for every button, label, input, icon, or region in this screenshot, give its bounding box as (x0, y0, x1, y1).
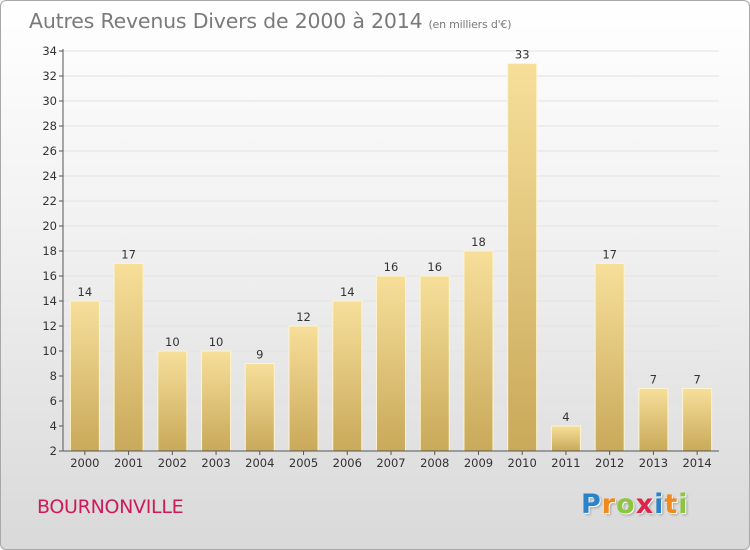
data-label: 33 (515, 48, 530, 62)
logo-letter: t (664, 489, 679, 520)
x-tick-label: 2007 (376, 456, 405, 470)
logo-letter: i (678, 489, 689, 520)
data-label: 14 (78, 285, 93, 299)
x-tick-label: 2009 (464, 456, 493, 470)
y-tick-label: 32 (42, 69, 57, 83)
bar (376, 275, 406, 452)
y-tick-label: 14 (42, 294, 57, 308)
bar (157, 350, 188, 452)
data-label: 14 (340, 285, 355, 299)
bar (638, 388, 669, 452)
bar (682, 388, 713, 452)
logo-letter: i (654, 489, 665, 520)
data-label: 12 (296, 310, 311, 324)
bar (594, 263, 625, 452)
x-tick-label: 2000 (70, 456, 99, 470)
data-label: 17 (121, 248, 136, 262)
logo-letter: P (581, 489, 602, 520)
proxiti-logo: Proxiti (581, 489, 689, 520)
bar (244, 363, 275, 452)
x-tick-label: 2004 (245, 456, 274, 470)
x-tick-label: 2003 (201, 456, 230, 470)
unit-subtitle: (en milliers d'€) (428, 18, 512, 31)
data-label: 10 (165, 335, 180, 349)
y-tick-label: 2 (50, 444, 57, 458)
y-tick-label: 10 (42, 344, 57, 358)
x-tick-label: 2001 (114, 456, 143, 470)
data-label: 4 (562, 410, 569, 424)
y-tick-label: 30 (42, 94, 57, 108)
bar (288, 325, 319, 452)
y-tick-label: 24 (42, 169, 57, 183)
bar (201, 350, 232, 452)
x-tick-label: 2013 (639, 456, 668, 470)
logo-letter: o (616, 489, 636, 520)
bars (69, 63, 713, 452)
x-tick-label: 2010 (508, 456, 537, 470)
logo-letter: r (601, 489, 617, 520)
bar (419, 275, 450, 452)
x-tick-label: 2006 (333, 456, 362, 470)
logo-letter: x (635, 489, 655, 520)
data-label: 7 (650, 373, 657, 387)
bar (69, 300, 100, 452)
bar (463, 250, 494, 452)
data-label: 9 (256, 348, 263, 362)
y-tick-label: 6 (50, 394, 57, 408)
chart-title: Autres Revenus Divers de 2000 à 2014 (en … (29, 9, 512, 33)
y-tick-label: 26 (42, 144, 57, 158)
x-tick-label: 2012 (595, 456, 624, 470)
town-name: BOURNONVILLE (37, 496, 184, 518)
y-tick-label: 16 (42, 269, 57, 283)
y-tick-label: 12 (42, 319, 57, 333)
y-tick-label: 34 (42, 44, 57, 58)
x-tick-label: 2011 (551, 456, 580, 470)
axes (59, 49, 719, 455)
bar (507, 63, 538, 452)
y-tick-label: 18 (42, 244, 57, 258)
labels: 2468101214161820222426283032341420001720… (42, 44, 711, 470)
data-label: 10 (209, 335, 224, 349)
x-tick-label: 2008 (420, 456, 449, 470)
data-label: 18 (471, 235, 486, 249)
data-label: 16 (427, 260, 442, 274)
data-label: 16 (384, 260, 399, 274)
title-text: Autres Revenus Divers de 2000 à 2014 (29, 9, 423, 33)
bar (332, 300, 363, 452)
x-tick-label: 2014 (682, 456, 711, 470)
y-tick-label: 8 (50, 369, 57, 383)
y-tick-label: 20 (42, 219, 57, 233)
y-tick-label: 4 (50, 419, 57, 433)
y-tick-label: 22 (42, 194, 57, 208)
x-tick-label: 2002 (158, 456, 187, 470)
y-tick-label: 28 (42, 119, 57, 133)
bar (550, 425, 581, 452)
x-tick-label: 2005 (289, 456, 318, 470)
data-label: 7 (693, 373, 700, 387)
data-label: 17 (602, 248, 617, 262)
bar (113, 263, 144, 452)
